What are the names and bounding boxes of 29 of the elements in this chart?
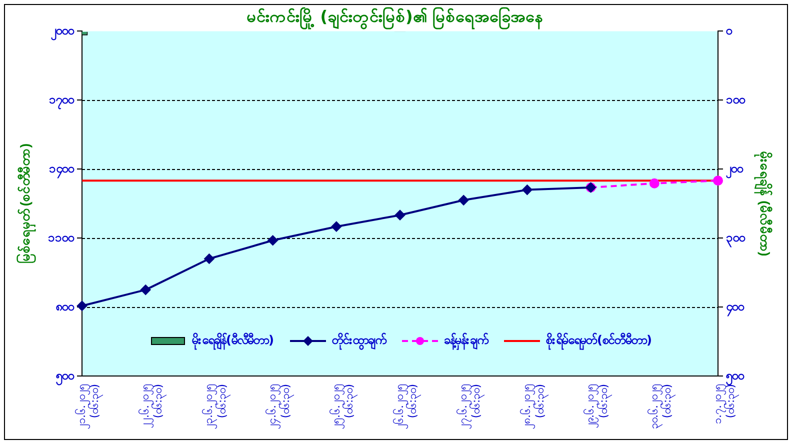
y-tick-label: ၈၀၀ <box>55 299 75 314</box>
chart-title: မင်းကင်းမြို့ (ချင်းတွင်းမြစ်)၏ မြစ်ရေအခြေအနေ <box>246 6 544 30</box>
y2-axis-title: မိုးရေချိန် (မီလီမီတာ) <box>754 150 774 256</box>
x-tick-label: ၂၈.၆.၂၀၂၅ (၀၆:၃၀) <box>520 384 548 430</box>
legend-label: စိုးရိမ်ရေမှတ်(စင်တီမီတာ) <box>546 332 652 350</box>
y-tick-label: ၁၇၀၀ <box>49 92 75 110</box>
y2-tick-label: ၀ <box>725 24 733 38</box>
x-tick-label: ၃၀.၆.၂၀၂၅ (၀၆:၃၀) <box>647 384 676 430</box>
y2-tick-label: ၃၀၀ <box>726 230 746 248</box>
legend-label: တိုင်းထွာချက် <box>332 332 386 350</box>
legend-label: ခန့်မှန်းချက် <box>444 332 488 350</box>
x-tick-label: ၂၂.၆.၂၀၂၅ (၀၆:၃၀) <box>138 384 167 428</box>
x-tick-label: ၂၃.၆.၂၀၂၅ (၀၆:၃၀) <box>202 384 230 430</box>
x-tick-label: ၂၉.၆.၂၀၂၅ (၀၆:၃၀) <box>584 384 612 428</box>
x-tick-label: ၂၁.၆.၂၀၂၅ (၀၆:၃၀) <box>74 384 104 430</box>
y-tick-label: ၅၀၀ <box>55 368 75 386</box>
y2-tick-label: ၁၀၀ <box>726 92 746 106</box>
x-tick-label: ၂၇.၆.၂၀၂၅ (၀၆:၃၀) <box>456 384 485 430</box>
x-tick-label: ၂၄.၆.၂၀၂၅ (၀၆:၃၀) <box>266 384 294 430</box>
x-tick-label: ၁.၇.၂၀၂၅ (၀၆:၃၀) <box>710 384 740 424</box>
y2-tick-label: ၂၀၀ <box>725 161 744 180</box>
x-tick-label: ၂၆.၆.၂၀၂၅ (၀၆:၃၀) <box>392 384 422 430</box>
y-tick-label: ၂၀၀၀ <box>50 24 75 42</box>
y2-tick-label: ၄၀၀ <box>725 299 745 318</box>
x-tick-label: ၂၅.၆.၂၀၂၅ (၀၆:၃၀) <box>329 384 358 430</box>
y-tick-label: ၁၁၀၀ <box>48 230 75 244</box>
legend-label: မိုးရေချိန်(မီလီမီတာ) <box>192 332 274 350</box>
y-axis-title: မြစ်ရေမှတ် (စင်တီမီတာ) <box>15 143 36 264</box>
y-tick-label: ၁၄၀၀ <box>49 161 75 180</box>
